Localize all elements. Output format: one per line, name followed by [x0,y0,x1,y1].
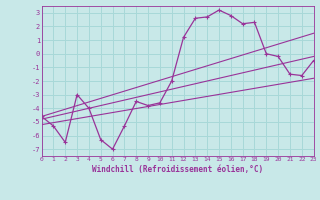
X-axis label: Windchill (Refroidissement éolien,°C): Windchill (Refroidissement éolien,°C) [92,165,263,174]
